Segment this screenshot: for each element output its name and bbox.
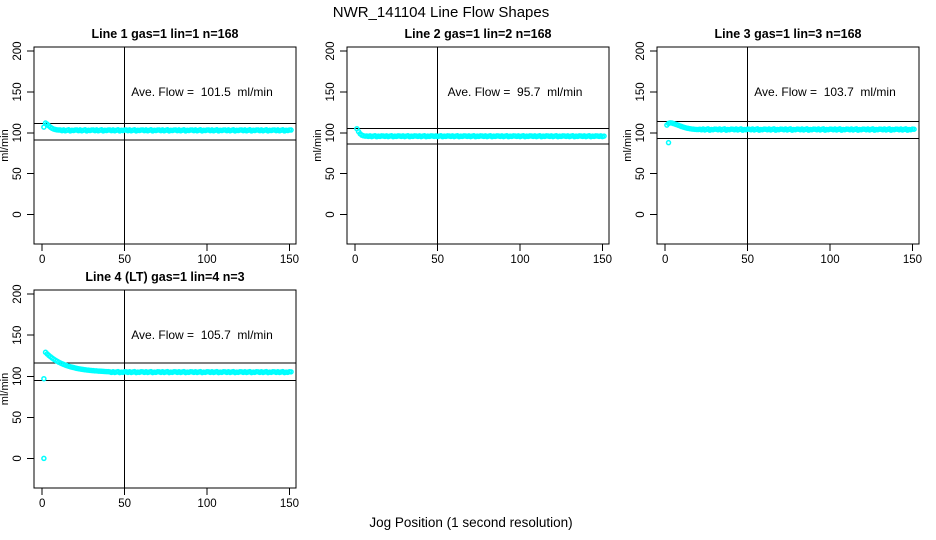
data-point (41, 375, 47, 382)
y-tick-label: 50 (635, 167, 647, 180)
y-axis-label: ml/min (0, 373, 11, 405)
y-axis-label: ml/min (0, 129, 11, 161)
y-tick-label: 100 (325, 123, 337, 142)
x-tick-label: 50 (431, 254, 444, 266)
x-tick-label: 0 (352, 254, 358, 266)
x-tick-label: 150 (280, 254, 299, 266)
panel-title: Line 4 (LT) gas=1 lin=4 n=3 (85, 270, 244, 284)
x-tick-label: 0 (662, 254, 668, 266)
y-tick-label: 200 (635, 41, 647, 60)
y-tick-label: 50 (12, 167, 24, 180)
ave-flow-annotation: Ave. Flow = 103.7 ml/min (754, 85, 896, 99)
y-tick-label: 100 (12, 123, 24, 142)
ave-flow-annotation: Ave. Flow = 105.7 ml/min (131, 328, 273, 342)
y-axis-label: ml/min (312, 129, 324, 161)
y-tick-label: 0 (12, 455, 24, 461)
plot-area: 0 50 100 150 0 50 100 150 200 (12, 41, 299, 266)
plot-frame (346, 46, 610, 245)
data-point (41, 455, 47, 462)
x-tick-label: 50 (118, 498, 131, 510)
y-tick-label: 200 (12, 285, 24, 304)
data-point (288, 369, 294, 375)
x-tick-label: 0 (39, 254, 45, 266)
y-tick-label: 50 (12, 411, 24, 424)
data-point (911, 126, 917, 132)
data-point (288, 127, 294, 133)
main-title: NWR_141104 Line Flow Shapes (333, 4, 550, 21)
y-tick-label: 100 (12, 367, 24, 386)
x-tick-label: 100 (197, 254, 216, 266)
y-tick-label: 0 (325, 211, 337, 217)
x-tick-label: 50 (741, 254, 754, 266)
panel-title: Line 2 gas=1 lin=2 n=168 (405, 27, 552, 41)
x-tick-label: 150 (280, 498, 299, 510)
plot-frame (33, 289, 297, 489)
y-tick-label: 200 (325, 41, 337, 60)
data-point (601, 133, 607, 139)
y-tick-label: 150 (12, 326, 24, 345)
x-tick-label: 150 (593, 254, 612, 266)
y-tick-label: 200 (12, 41, 24, 60)
plot-area: 0 50 100 150 0 50 100 150 200 (635, 41, 922, 266)
x-tick-label: 100 (197, 498, 216, 510)
y-tick-label: 0 (635, 211, 647, 217)
ave-flow-annotation: Ave. Flow = 101.5 ml/min (131, 85, 273, 99)
y-axis-label: ml/min (622, 129, 634, 161)
y-tick-label: 0 (12, 211, 24, 217)
y-tick-label: 50 (325, 167, 337, 180)
y-tick-label: 150 (12, 82, 24, 101)
x-tick-label: 0 (39, 498, 45, 510)
x-tick-label: 100 (820, 254, 839, 266)
plot-frame (33, 46, 297, 245)
panel-title: Line 3 gas=1 lin=3 n=168 (715, 27, 862, 41)
panel-line2: Line 2 gas=1 lin=2 n=168 Ave. Flow = 95.… (312, 27, 612, 266)
y-tick-label: 150 (635, 82, 647, 101)
x-axis-label: Jog Position (1 second resolution) (369, 515, 572, 530)
x-tick-label: 100 (510, 254, 529, 266)
plot-area: 0 50 100 150 0 50 100 150 200 (12, 285, 299, 510)
y-tick-label: 100 (635, 123, 647, 142)
data-point (665, 139, 672, 146)
panel-line3: Line 3 gas=1 lin=3 n=168 Ave. Flow = 103… (622, 27, 922, 266)
y-tick-label: 150 (325, 82, 337, 101)
plot-area: 0 50 100 150 0 50 100 150 200 (325, 41, 612, 266)
panel-line4: Line 4 (LT) gas=1 lin=4 n=3 Ave. Flow = … (0, 270, 299, 510)
x-tick-label: 50 (118, 254, 131, 266)
plot-frame (656, 46, 920, 245)
panel-line1: Line 1 gas=1 lin=1 n=168 Ave. Flow = 101… (0, 27, 299, 266)
panel-title: Line 1 gas=1 lin=1 n=168 (92, 27, 239, 41)
x-tick-label: 150 (903, 254, 922, 266)
ave-flow-annotation: Ave. Flow = 95.7 ml/min (448, 85, 583, 99)
